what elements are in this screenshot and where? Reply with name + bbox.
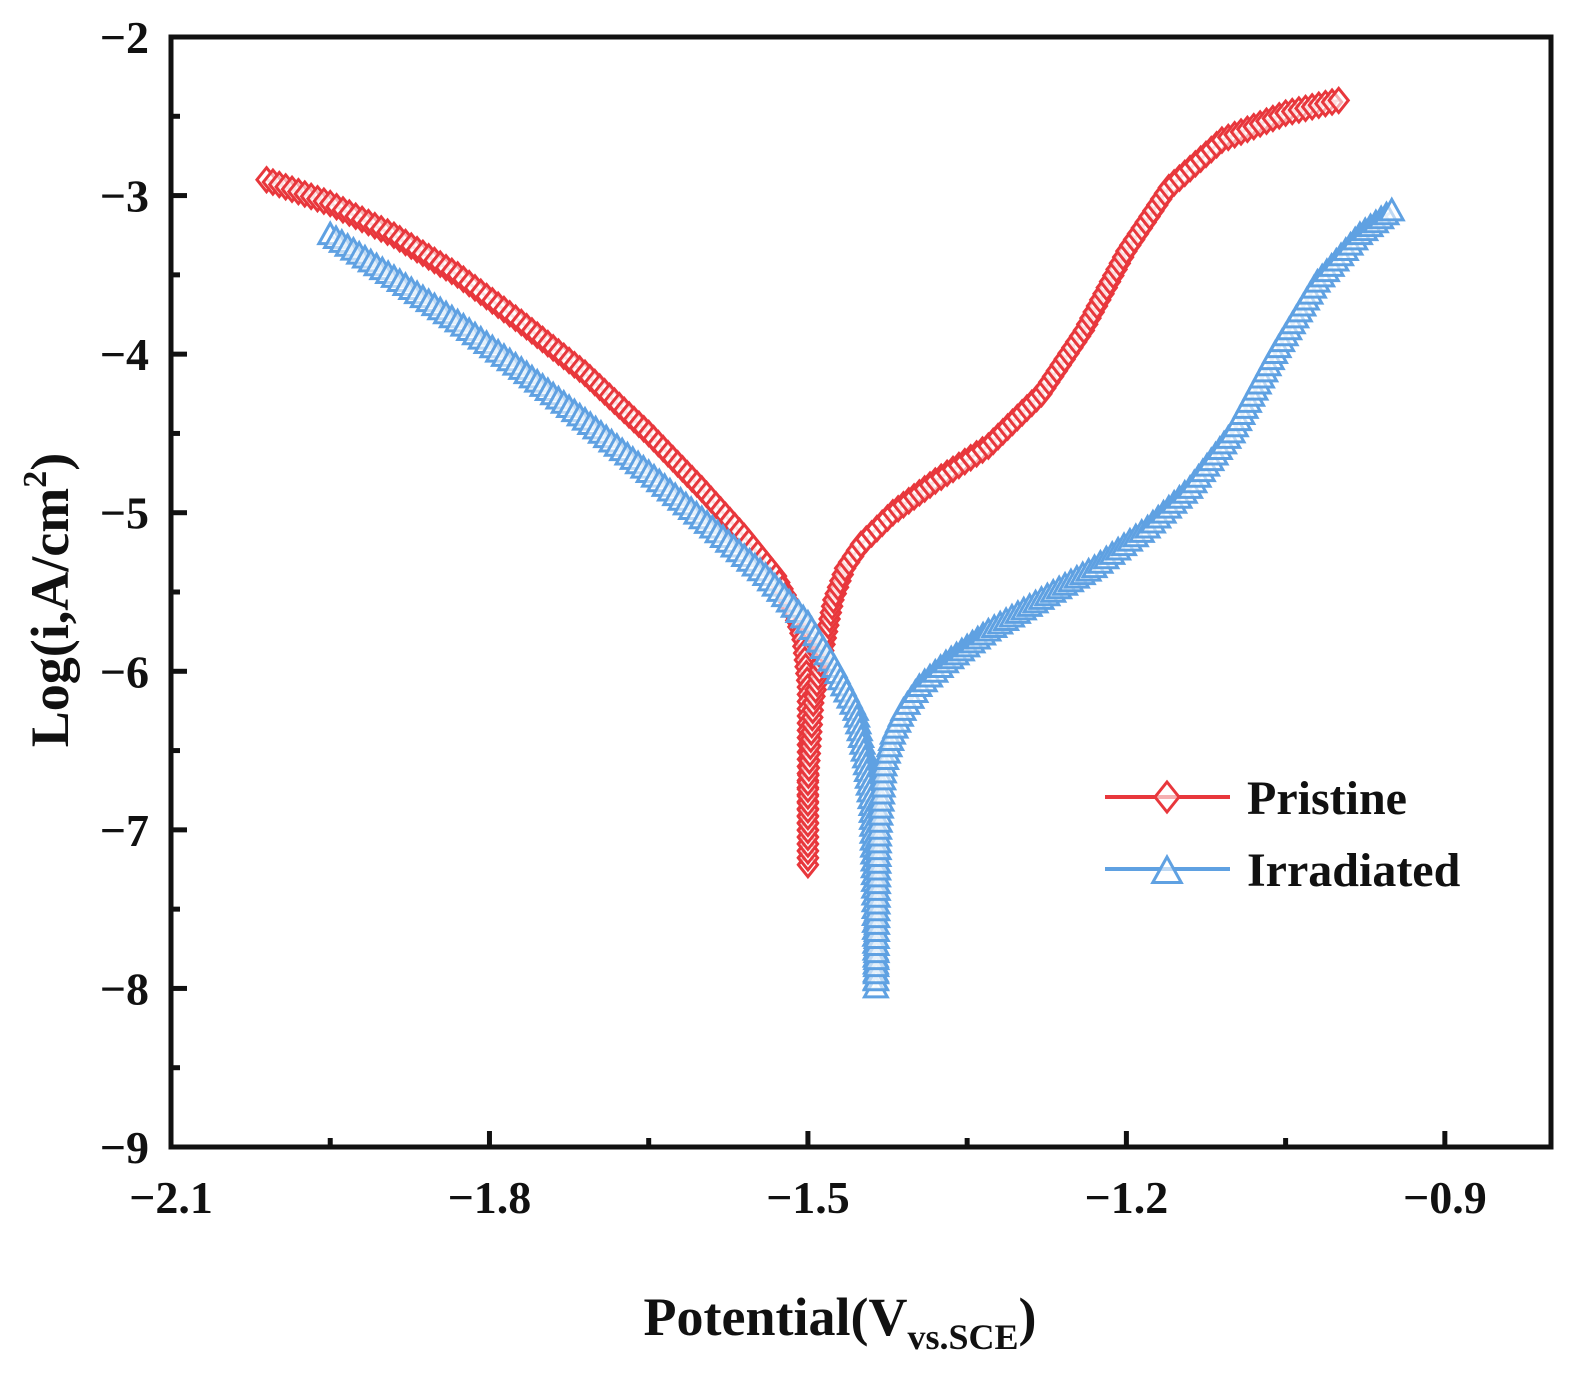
y-axis-title-main: Log(i,A/cm — [20, 488, 80, 747]
series-line-irradiated — [329, 210, 1393, 989]
x-tick-label: −2.1 — [129, 1172, 213, 1223]
y-tick-label: −9 — [100, 1122, 149, 1173]
x-axis-title-sub: vs.SCE — [907, 1317, 1018, 1357]
x-tick-label: −1.2 — [1085, 1172, 1169, 1223]
y-axis-title-sup: 2 — [17, 471, 54, 488]
y-tick-label: −8 — [100, 963, 149, 1014]
x-axis-title-close: ) — [1019, 1287, 1037, 1347]
x-tick-label: −1.5 — [766, 1172, 850, 1223]
x-axis-title-main: Potential(V — [644, 1287, 908, 1347]
diamond-marker — [1327, 86, 1351, 115]
legend: Pristine Irradiated — [1105, 772, 1461, 897]
x-tick-label: −1.8 — [448, 1172, 532, 1223]
y-axis-title: Log(i,A/cm2) — [17, 453, 80, 747]
legend-diamond-marker — [1153, 779, 1181, 815]
y-tick-label: −5 — [100, 488, 149, 539]
x-axis-title: Potential(Vvs.SCE) — [644, 1287, 1037, 1357]
y-tick-label: −4 — [100, 329, 149, 380]
series-pristine — [255, 86, 1351, 880]
legend-item-pristine: Pristine — [1105, 772, 1407, 825]
triangle-marker — [1377, 196, 1406, 222]
y-tick-label: −3 — [100, 171, 149, 222]
plot-frame — [168, 34, 1554, 1150]
y-tick-label: −6 — [100, 646, 149, 697]
legend-label: Irradiated — [1247, 844, 1461, 897]
x-tick-label: −0.9 — [1403, 1172, 1487, 1223]
y-axis-title-close: ) — [20, 453, 80, 471]
series-irradiated — [316, 196, 1406, 999]
legend-label: Pristine — [1247, 772, 1407, 825]
y-tick-label: −7 — [100, 805, 149, 856]
legend-triangle-marker — [1150, 853, 1184, 884]
legend-item-irradiated: Irradiated — [1105, 844, 1461, 897]
y-tick-label: −2 — [100, 12, 149, 63]
ticks-layer: −2.1 −1.8 −1.5 −1.2 −0.9 −9 −8 −7 −6 −5 −4 −3 −2 — [100, 12, 1487, 1223]
series-layer — [255, 86, 1406, 999]
